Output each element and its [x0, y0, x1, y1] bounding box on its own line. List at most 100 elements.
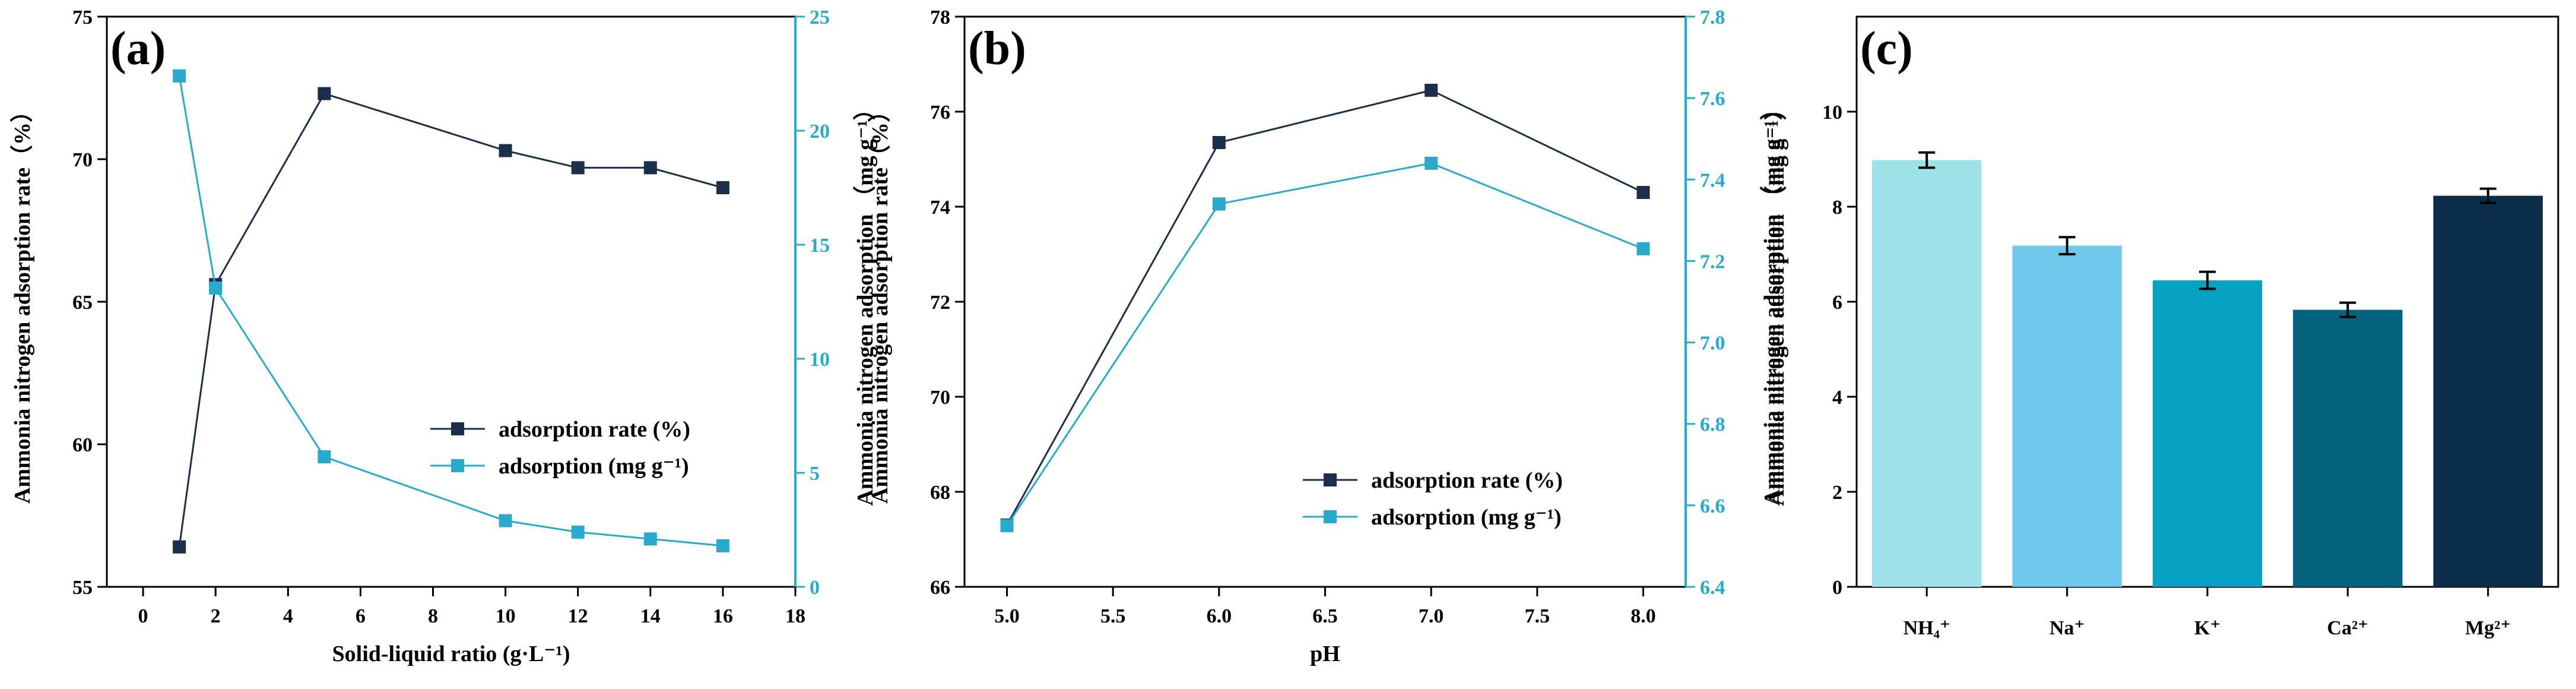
- legend-entry: adsorption (mg g⁻¹): [499, 454, 689, 479]
- y-tick-label: 2: [1832, 482, 1842, 504]
- x-tick-label: 18: [785, 605, 805, 627]
- series-1-point: [716, 181, 729, 194]
- y2-tick-label: 15: [810, 235, 830, 257]
- y2-tick-label: 6.6: [1700, 495, 1725, 517]
- y-tick-label: 10: [1822, 102, 1842, 124]
- x-tick-label: 6: [356, 605, 366, 627]
- series-2-point: [643, 532, 657, 546]
- y-axis-title: Ammonia nitrogen adsorption rate（%）: [868, 100, 893, 504]
- x-tick-label: 5.5: [1100, 605, 1126, 627]
- series-2-point: [318, 450, 331, 464]
- y2-axis-title: Ammonia nitrogen adsorption （mg g⁻¹）: [1764, 97, 1789, 505]
- series-line-1: [178, 92, 724, 548]
- y2-tick-label: 20: [810, 121, 830, 143]
- y-tick-label: 55: [72, 577, 93, 599]
- y2-axis-title: Ammonia nitrogen adsorption （mg g⁻¹）: [853, 97, 878, 505]
- x-axis-title: pH: [1310, 641, 1340, 666]
- x-tick-label: 8: [428, 605, 438, 627]
- panel-label: (c): [1860, 23, 1913, 75]
- x-tick-label: 10: [496, 605, 516, 627]
- y2-tick-label: 6.4: [1700, 577, 1725, 599]
- y-tick-label: 0: [1832, 577, 1842, 599]
- panel-label: (b): [968, 23, 1026, 75]
- y2-tick-label: 7.8: [1700, 7, 1725, 29]
- series-1-point: [173, 540, 186, 554]
- series-1-point: [571, 161, 585, 175]
- y-tick-label: 6: [1832, 292, 1842, 314]
- series-2-point: [1636, 242, 1650, 255]
- y-tick-label: 68: [930, 482, 950, 504]
- series-2-point: [173, 69, 186, 83]
- x-tick-label: 7.0: [1419, 605, 1444, 627]
- x-tick-label: 4: [283, 605, 293, 627]
- x-tick-label: 14: [640, 605, 661, 627]
- y2-tick-label: 5: [810, 463, 820, 485]
- series-line-2: [1006, 162, 1644, 526]
- x-tick-label: 5.0: [994, 605, 1020, 627]
- bar: [2012, 245, 2122, 587]
- y-tick-label: 66: [930, 577, 950, 599]
- x-tick-label: 7.5: [1525, 605, 1550, 627]
- panel-c: (c) 0 2 4 6 8 10 Ammonia nitrogen adsorption （m…: [1760, 15, 2559, 639]
- legend-entry: adsorption rate (%): [1371, 468, 1563, 493]
- x-tick-label: 0: [138, 605, 148, 627]
- series-1-point: [1425, 84, 1438, 97]
- y-tick-label: 75: [72, 7, 93, 29]
- y2-tick-label: 7.4: [1700, 169, 1725, 191]
- x-tick-label: 6.5: [1312, 605, 1338, 627]
- series-1-point: [1212, 136, 1226, 149]
- legend-entry: adsorption rate (%): [499, 417, 690, 442]
- legend-marker: [451, 422, 464, 435]
- y-tick-label: 70: [930, 387, 950, 409]
- y-axis-title: Ammonia nitrogen adsorption rate（%）: [10, 100, 35, 504]
- x-tick-label: Ca²⁺: [2327, 617, 2369, 639]
- y2-tick-label: 10: [810, 349, 830, 371]
- series-2-point: [1425, 156, 1438, 170]
- y-axis-title: Ammonia nitrogen adsorption （mg g⁻¹）: [1760, 97, 1785, 505]
- panel-b: (b) 66 68 70 72 74 76 78 Ammonia nitrogen adsorp…: [868, 7, 1789, 666]
- x-tick-label: K⁺: [2194, 617, 2220, 639]
- y2-tick-label: 0: [810, 577, 820, 599]
- y-tick-label: 74: [930, 197, 950, 219]
- legend-marker: [1324, 473, 1337, 486]
- series-2-point: [1212, 197, 1226, 211]
- x-tick-label: 6.0: [1207, 605, 1232, 627]
- bar: [2152, 280, 2263, 587]
- y2-tick-label: 6.8: [1700, 414, 1725, 436]
- x-tick-label: Mg²⁺: [2465, 617, 2511, 639]
- x-tick-label: 16: [713, 605, 733, 627]
- series-2-point: [499, 514, 512, 527]
- bar: [1872, 160, 1982, 587]
- y-tick-label: 8: [1832, 197, 1842, 219]
- series-line-1: [1006, 89, 1644, 526]
- series-1-point: [499, 144, 512, 157]
- x-tick-label: 8.0: [1630, 605, 1656, 627]
- legend-entry: adsorption (mg g⁻¹): [1371, 505, 1562, 530]
- y2-tick-label: 7.6: [1700, 88, 1725, 110]
- plot-frame: [963, 15, 1687, 588]
- panel-label: (a): [110, 23, 166, 75]
- legend-marker: [1324, 510, 1337, 523]
- x-tick-label: 12: [568, 605, 588, 627]
- x-axis-title: Solid-liquid ratio (g·L⁻¹): [332, 641, 570, 666]
- y-tick-label: 70: [72, 149, 93, 171]
- series-1-point: [1636, 186, 1650, 199]
- y-tick-label: 4: [1832, 387, 1842, 409]
- y-tick-label: 72: [930, 292, 950, 314]
- x-tick-label: 2: [211, 605, 221, 627]
- series-2-point: [209, 281, 223, 295]
- series-2-point: [1000, 519, 1014, 533]
- y-tick-label: 78: [930, 7, 950, 29]
- x-tick-label: Na⁺: [2050, 617, 2085, 639]
- y-tick-label: 65: [72, 292, 93, 314]
- y2-tick-label: 25: [810, 7, 830, 29]
- legend-marker: [451, 459, 464, 472]
- y2-tick-label: 7.0: [1700, 333, 1725, 355]
- series-1-point: [318, 87, 331, 100]
- y-tick-label: 76: [930, 102, 950, 124]
- series-2-point: [571, 525, 585, 539]
- y-tick-label: 60: [72, 434, 93, 456]
- y2-tick-label: 7.2: [1700, 251, 1725, 273]
